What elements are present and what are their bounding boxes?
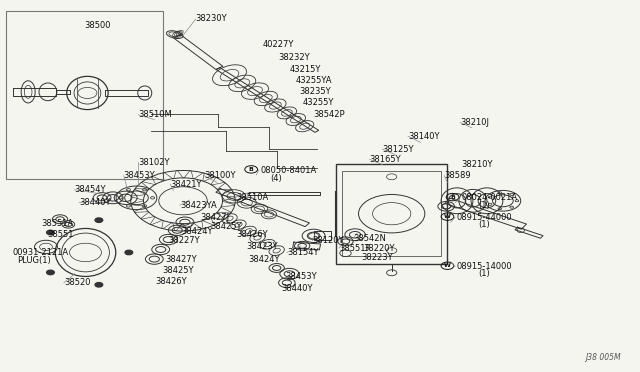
Text: 38220Y: 38220Y [364,244,395,253]
Text: 38551F: 38551F [339,244,371,253]
Text: 38232Y: 38232Y [278,53,310,62]
Text: 38510M: 38510M [138,110,172,119]
Text: 38440Y: 38440Y [282,284,313,293]
Bar [342,171,441,256]
Text: 08050-8401A: 08050-8401A [260,166,316,174]
Text: 38551: 38551 [47,230,74,239]
Text: 38120Y: 38120Y [312,236,344,245]
Text: (1): (1) [478,269,490,278]
Text: 08915-44000: 08915-44000 [456,213,512,222]
Text: 08024-0021A: 08024-0021A [461,193,518,202]
Text: 38510A: 38510A [236,193,268,202]
Text: 38227Y: 38227Y [168,236,200,245]
Text: 38100Y: 38100Y [204,171,236,180]
Text: 38427J: 38427J [200,213,229,222]
Circle shape [47,230,54,235]
Text: 00931-2121A: 00931-2121A [13,248,69,257]
Text: 38551A: 38551A [41,219,73,228]
Text: 40227Y: 40227Y [262,41,294,49]
Text: 43215Y: 43215Y [289,65,321,74]
Text: W: W [444,263,451,268]
Text: 38454Y: 38454Y [75,185,106,194]
Text: 38440Y: 38440Y [79,198,111,207]
Text: 38425Y: 38425Y [162,266,193,275]
Text: 38165Y: 38165Y [370,155,401,164]
Text: 38426Y: 38426Y [156,277,188,286]
Text: 38102Y: 38102Y [138,157,170,167]
Text: W: W [444,214,451,219]
Text: B: B [450,195,455,199]
Text: (1): (1) [478,220,490,229]
Text: 38423Y: 38423Y [246,243,278,251]
Text: 38125Y: 38125Y [383,145,414,154]
Circle shape [47,270,54,275]
Text: 38424Y: 38424Y [248,254,280,264]
Text: 38453Y: 38453Y [285,272,317,281]
Text: 43255Y: 43255Y [302,99,333,108]
Text: (1): (1) [478,201,490,210]
Text: 38542N: 38542N [353,234,386,243]
Bar [336,164,447,263]
Text: 38223Y: 38223Y [362,253,393,263]
Text: 38421Y: 38421Y [170,180,202,189]
Circle shape [95,218,102,222]
Text: 38235Y: 38235Y [300,87,332,96]
Text: 38520: 38520 [64,278,90,287]
Text: 38154Y: 38154Y [287,248,318,257]
Text: (4): (4) [270,174,282,183]
Circle shape [95,283,102,287]
Text: 38453Y: 38453Y [124,171,156,180]
Bar [6,11,163,179]
Text: 43255YA: 43255YA [296,76,332,85]
Text: 38423YA: 38423YA [180,201,216,210]
Text: B: B [249,167,253,172]
Text: J38 005M: J38 005M [585,353,621,362]
Text: 38500: 38500 [84,21,111,30]
Text: 08915-14000: 08915-14000 [456,262,512,271]
Text: 38424Y: 38424Y [181,227,212,235]
Circle shape [125,250,132,255]
Text: 38589: 38589 [444,171,471,180]
Text: 38230Y: 38230Y [196,13,227,22]
Text: 38210J: 38210J [460,118,489,127]
Text: 38426Y: 38426Y [236,230,268,239]
Text: 38210Y: 38210Y [461,160,493,169]
Text: 38140Y: 38140Y [408,132,440,141]
Text: 38542P: 38542P [314,109,345,119]
Text: 38425Y: 38425Y [211,222,242,231]
Text: PLUG(1): PLUG(1) [17,256,51,265]
Text: 38427Y: 38427Y [166,254,197,264]
